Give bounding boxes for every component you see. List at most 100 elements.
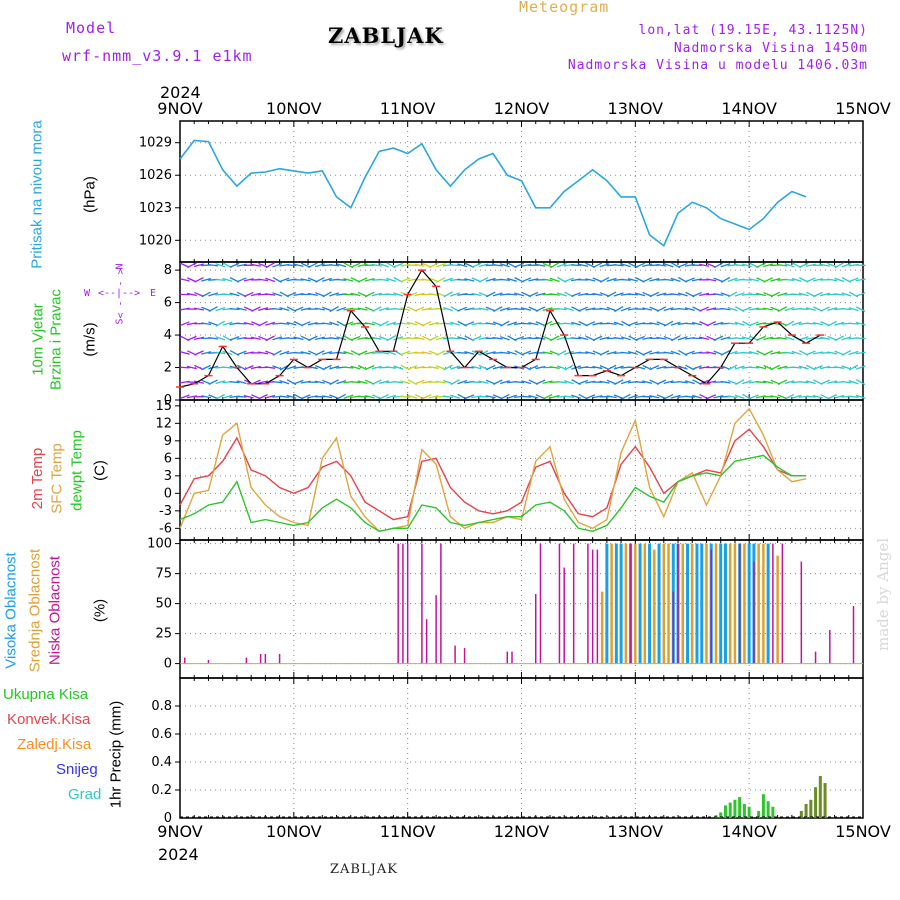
wind-arrow [379, 335, 389, 341]
y-tick-label: 3 [164, 469, 172, 484]
wind-arrow [229, 262, 240, 268]
wind-arrow [763, 307, 774, 311]
wind-arrow [827, 380, 838, 384]
wind-arrow [635, 381, 646, 384]
wind-arrow [201, 277, 212, 282]
wind-arrow [734, 264, 745, 267]
wind-arrow [443, 291, 453, 298]
wind-arrow [314, 263, 325, 268]
wind-arrow [855, 365, 866, 370]
wind-arrow [535, 336, 546, 340]
wind-arrow [670, 335, 681, 342]
pressure-line [179, 139, 807, 247]
wind-arrow [258, 262, 268, 268]
legend-total-rain: Ukupna Kisa [3, 686, 89, 703]
wind-arrow [684, 395, 695, 398]
wind-arrow [478, 350, 489, 356]
wind-arrow [571, 321, 582, 326]
wind-arrow [677, 365, 688, 370]
wind-arrow [649, 351, 660, 355]
wind-arrow [820, 306, 830, 312]
wind-arrow [706, 307, 717, 311]
y-tick-label: 9 [164, 434, 172, 449]
wind-arrow [692, 291, 702, 297]
wind-arrow [222, 366, 233, 369]
wind-arrow [691, 321, 703, 326]
wind-arrow [329, 264, 340, 267]
wind-arrow [457, 306, 468, 312]
wind-arrow [820, 263, 831, 267]
wind-arrow [378, 278, 389, 282]
y-tick-label: 6 [164, 296, 172, 311]
wind-arrow [727, 291, 738, 298]
wind-arrow [343, 321, 354, 327]
wind-arrow [364, 278, 375, 282]
wind-arrow [542, 320, 553, 327]
wind-arrow [450, 394, 461, 399]
precip-bar [818, 776, 822, 818]
wind-arrow [564, 277, 574, 283]
day-label-top: 12NOV [494, 99, 550, 118]
wind-arrow [599, 380, 610, 384]
wind-arrow [563, 379, 574, 385]
wind-arrow [322, 364, 332, 371]
wind-arrow [357, 277, 368, 283]
wind-arrow [720, 336, 731, 341]
y-tick-label: 0.4 [151, 755, 172, 770]
wind-arrow [677, 380, 688, 384]
y-tick-label: -6 [159, 521, 172, 536]
wind-arrow [443, 306, 453, 312]
wind-arrow [578, 263, 589, 267]
wind-arrow [258, 335, 268, 341]
wind-arrow [208, 292, 219, 297]
wind-arrow [386, 321, 397, 326]
wind-arrow [713, 277, 724, 283]
wind-arrow [741, 336, 752, 341]
wind-arrow [798, 381, 809, 384]
wind-arrow [308, 262, 318, 269]
wind-arrow [656, 379, 667, 385]
wind-arrow [414, 379, 425, 385]
wind-arrow [834, 350, 845, 356]
wind-arrow [314, 307, 325, 311]
day-label-top: 11NOV [380, 99, 436, 118]
wind-arrow [599, 307, 610, 311]
wind-arrow [421, 380, 432, 384]
wind-arrow [208, 336, 219, 340]
wind-arrow [236, 263, 247, 267]
wind-arrow [208, 321, 219, 327]
wind-arrow [208, 365, 219, 370]
wind-arrow [563, 307, 574, 312]
wind-arrow [734, 321, 745, 326]
wind-arrow [812, 394, 823, 399]
wind-arrow [613, 337, 624, 340]
y-tick-label: 0 [164, 486, 172, 501]
wind-arrow [215, 336, 226, 341]
y-tick-label: 1029 [139, 136, 172, 151]
wind-arrow [528, 394, 539, 399]
wind-arrow [649, 306, 660, 312]
altitude-label: Nadmorska Visina 1450m [673, 41, 868, 56]
wind-arrow [827, 262, 838, 268]
wind-arrow [478, 380, 489, 384]
wind-arrow [471, 365, 482, 370]
precip-bar [742, 804, 746, 818]
wind-arrow [435, 365, 446, 370]
wind-arrow [727, 322, 738, 325]
wind-arrow [272, 365, 283, 370]
wind-arrow [699, 292, 710, 297]
wind-arrow [827, 307, 838, 311]
wind-arrow [521, 263, 532, 267]
precip-bar [809, 799, 813, 818]
wind-arrow [827, 351, 838, 355]
wind-arrow [514, 381, 525, 384]
wind-arrow [250, 263, 261, 267]
wind-arrow [478, 291, 489, 297]
wind-arrow [236, 307, 247, 311]
wind-arrow [784, 393, 795, 400]
wind-arrow [179, 321, 190, 327]
wind-arrow [450, 292, 461, 297]
precip-bar [728, 802, 732, 818]
wind-arrow [777, 292, 788, 297]
wind-arrow [834, 366, 845, 369]
